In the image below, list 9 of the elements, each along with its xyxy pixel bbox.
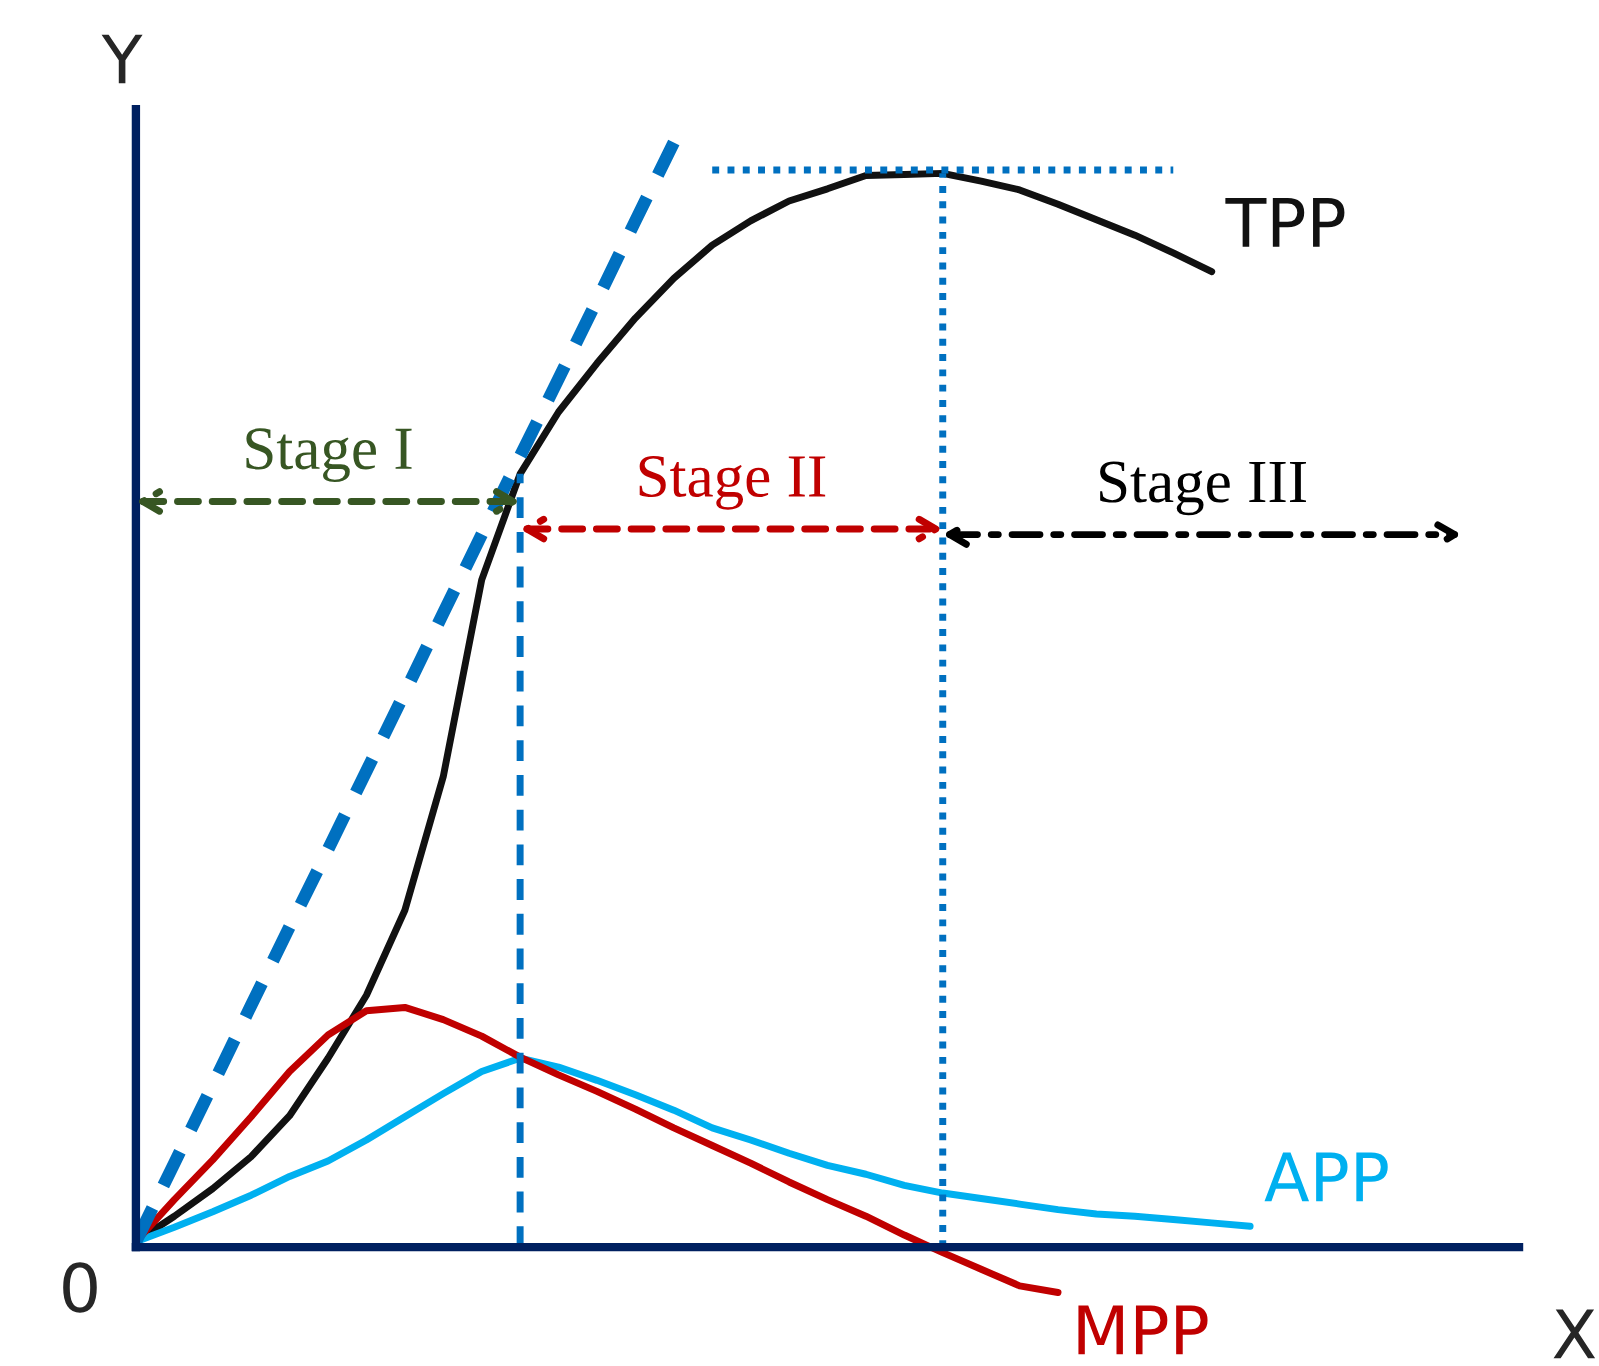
annotation: Stage II [639,455,826,510]
series-label: APP [1264,1152,1388,1202]
series-label: MPP [1078,1305,1208,1355]
annotation: Stage III [1100,461,1306,516]
text: 0 [63,1262,97,1313]
x-axis-title: X [1553,1309,1596,1359]
y-axis-title: Y [101,34,143,84]
annotation: Stage I [246,428,412,483]
series-label: TPP [1225,198,1345,247]
